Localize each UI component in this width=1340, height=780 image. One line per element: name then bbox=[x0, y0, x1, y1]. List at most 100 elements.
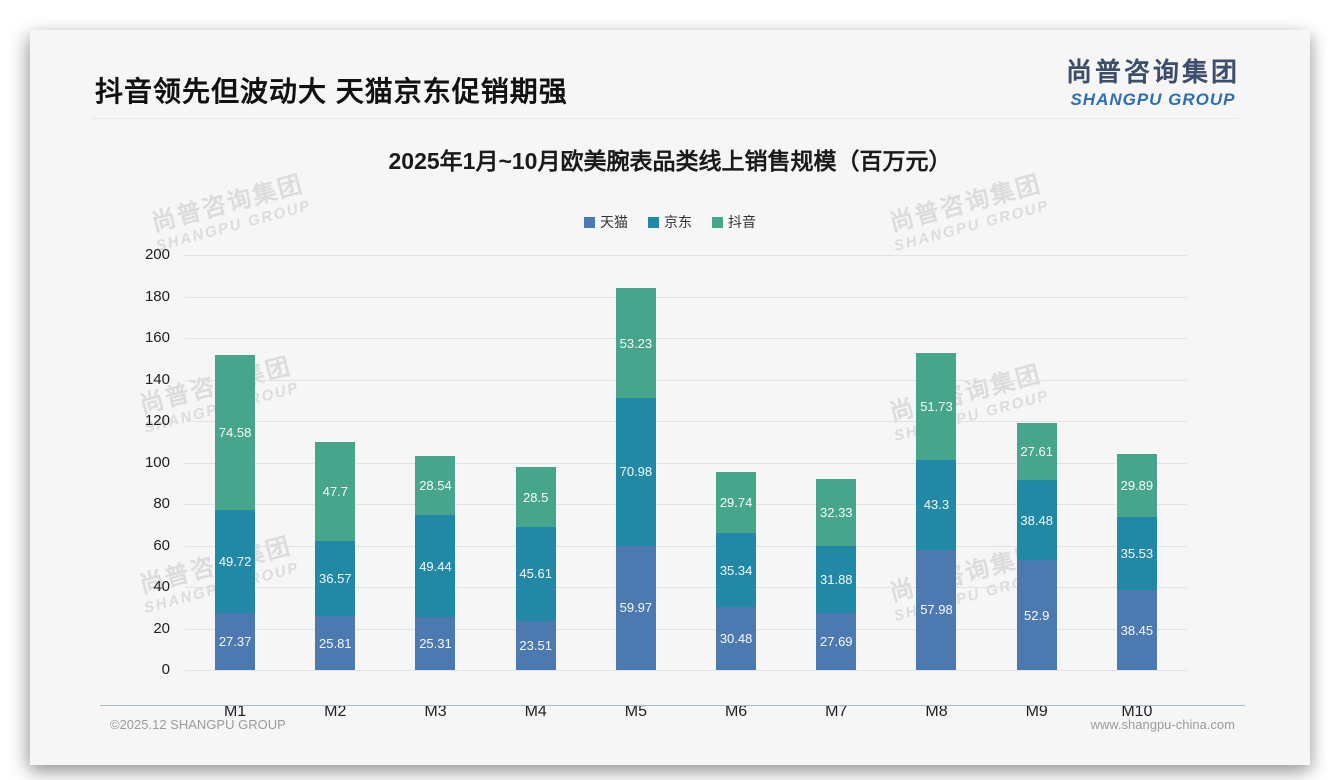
y-axis-tick-label: 160 bbox=[144, 329, 170, 346]
legend-label: 天猫 bbox=[600, 214, 628, 230]
bar-value-label: 27.61 bbox=[1020, 444, 1053, 460]
legend-swatch-icon bbox=[648, 216, 659, 228]
bar-value-label: 43.3 bbox=[923, 497, 950, 513]
x-axis-tick-label: M7 bbox=[825, 703, 848, 720]
bar-segment-京东: 49.44 bbox=[415, 514, 456, 618]
bar-segment-京东: 38.48 bbox=[1016, 480, 1057, 561]
bar-value-label: 47.7 bbox=[322, 483, 348, 499]
x-axis-tick-label: M4 bbox=[524, 703, 547, 720]
bar-segment-天猫: 57.98 bbox=[916, 549, 957, 670]
x-axis-tick-label: M8 bbox=[925, 703, 948, 720]
legend-swatch-icon bbox=[712, 216, 723, 228]
bar-segment-京东: 49.72 bbox=[215, 510, 256, 614]
bar-value-label: 29.89 bbox=[1120, 477, 1154, 493]
bar-segment-抖音: 29.74 bbox=[716, 471, 757, 534]
bar-slot: 30.48 35.34 29.74 bbox=[686, 255, 786, 670]
bar-segment-天猫: 25.31 bbox=[415, 617, 456, 670]
gridline bbox=[185, 338, 1187, 339]
bar-segment-抖音: 27.61 bbox=[1016, 423, 1057, 481]
gridline bbox=[185, 628, 1187, 630]
gridline bbox=[185, 545, 1187, 547]
legend-label: 抖音 bbox=[728, 214, 756, 230]
logo-chinese-name: 尚普咨询集团 bbox=[1065, 57, 1240, 87]
bar-segment-抖音: 28.54 bbox=[415, 455, 456, 515]
bar-segment-天猫: 27.69 bbox=[816, 612, 857, 670]
bar-value-label: 36.57 bbox=[319, 571, 352, 587]
y-axis-tick-label: 100 bbox=[144, 453, 170, 471]
company-logo: 尚普咨询集团 SHANGPU GROUP bbox=[1066, 52, 1240, 110]
bar-segment-抖音: 32.33 bbox=[816, 479, 857, 547]
y-axis-tick-label: 20 bbox=[153, 619, 170, 637]
bar-segment-天猫: 23.51 bbox=[515, 621, 556, 670]
bar-slot: 25.31 49.44 28.54 bbox=[385, 255, 485, 670]
bar-value-label: 51.73 bbox=[920, 398, 953, 414]
legend-item: 天猫 bbox=[584, 212, 628, 232]
bar-value-label: 25.81 bbox=[319, 635, 352, 651]
stacked-bar-M1: 27.37 49.72 74.58 bbox=[215, 355, 256, 670]
bar-value-label: 38.45 bbox=[1120, 622, 1154, 638]
bar-value-label: 38.48 bbox=[1020, 512, 1053, 528]
bar-slot: 25.81 36.57 47.7 bbox=[285, 255, 385, 670]
x-axis-tick-label: M3 bbox=[424, 703, 447, 720]
stacked-bar-M3: 25.31 49.44 28.54 bbox=[415, 455, 456, 670]
logo-english-name: SHANGPU GROUP bbox=[1070, 90, 1236, 109]
bar-segment-京东: 43.3 bbox=[916, 459, 957, 550]
bar-value-label: 32.33 bbox=[820, 505, 853, 521]
stacked-bar-M10: 38.45 35.53 29.89 bbox=[1116, 454, 1157, 670]
footer-divider bbox=[100, 705, 1245, 706]
bar-segment-天猫: 27.37 bbox=[215, 613, 256, 670]
bar-segment-天猫: 59.97 bbox=[615, 545, 656, 670]
bar-value-label: 70.98 bbox=[619, 464, 653, 480]
bar-segment-京东: 70.98 bbox=[615, 398, 656, 546]
bar-segment-抖音: 29.89 bbox=[1116, 454, 1157, 517]
legend-swatch-icon bbox=[584, 216, 595, 228]
bar-value-label: 25.31 bbox=[419, 636, 452, 652]
x-axis-tick-label: M5 bbox=[624, 703, 647, 720]
stacked-bar-M2: 25.81 36.57 47.7 bbox=[315, 441, 356, 670]
chart-legend: 天猫 京东 抖音 bbox=[30, 212, 1310, 232]
stacked-bar-M7: 27.69 31.88 32.33 bbox=[816, 479, 857, 670]
bar-segment-抖音: 47.7 bbox=[315, 441, 356, 541]
bar-slot: 23.51 45.61 28.5 bbox=[486, 255, 586, 670]
header-divider bbox=[92, 118, 1238, 119]
stacked-bar-M9: 52.9 38.48 27.61 bbox=[1016, 423, 1057, 670]
chart-title: 2025年1月~10月欧美腕表品类线上销售规模（百万元） bbox=[388, 148, 952, 174]
bar-segment-京东: 45.61 bbox=[515, 526, 556, 622]
x-axis-tick-label: M10 bbox=[1121, 703, 1153, 720]
bar-value-label: 52.9 bbox=[1024, 607, 1050, 623]
gridline bbox=[185, 587, 1187, 588]
gridline bbox=[185, 255, 1187, 256]
bar-value-label: 31.88 bbox=[820, 571, 853, 587]
bar-value-label: 35.34 bbox=[719, 562, 753, 578]
x-axis-tick-label: M9 bbox=[1025, 703, 1048, 720]
legend-item: 京东 bbox=[648, 212, 692, 232]
bar-segment-抖音: 51.73 bbox=[916, 352, 957, 460]
bar-slot: 38.45 35.53 29.89 bbox=[1087, 255, 1187, 670]
bar-value-label: 27.37 bbox=[218, 634, 252, 650]
bar-value-label: 23.51 bbox=[519, 638, 552, 654]
bar-segment-京东: 35.34 bbox=[716, 533, 757, 607]
x-axis-tick-label: M1 bbox=[223, 703, 247, 720]
y-axis-tick-label: 120 bbox=[144, 412, 170, 429]
bar-slot: 59.97 70.98 53.23 bbox=[586, 255, 686, 670]
gridline bbox=[185, 379, 1187, 381]
bar-segment-天猫: 30.48 bbox=[716, 606, 757, 670]
x-axis-tick-label: M2 bbox=[324, 703, 347, 720]
stacked-bar-M8: 57.98 43.3 51.73 bbox=[916, 352, 957, 670]
y-axis-tick-label: 200 bbox=[144, 246, 170, 263]
y-axis-tick-label: 0 bbox=[161, 661, 170, 678]
stacked-bar-M5: 59.97 70.98 53.23 bbox=[615, 287, 656, 670]
bar-value-label: 57.98 bbox=[920, 602, 953, 618]
bar-slot: 57.98 43.3 51.73 bbox=[886, 255, 986, 670]
bar-value-label: 29.74 bbox=[719, 495, 753, 511]
gridline bbox=[185, 421, 1187, 422]
bar-segment-京东: 31.88 bbox=[816, 546, 857, 613]
bar-value-label: 35.53 bbox=[1120, 545, 1154, 561]
bar-segment-天猫: 38.45 bbox=[1116, 590, 1157, 670]
bar-value-label: 49.44 bbox=[419, 558, 452, 574]
gridline bbox=[185, 670, 1187, 671]
stacked-bar-M6: 30.48 35.34 29.74 bbox=[716, 471, 757, 670]
bar-segment-抖音: 74.58 bbox=[215, 355, 256, 511]
bar-value-label: 28.5 bbox=[523, 489, 549, 505]
